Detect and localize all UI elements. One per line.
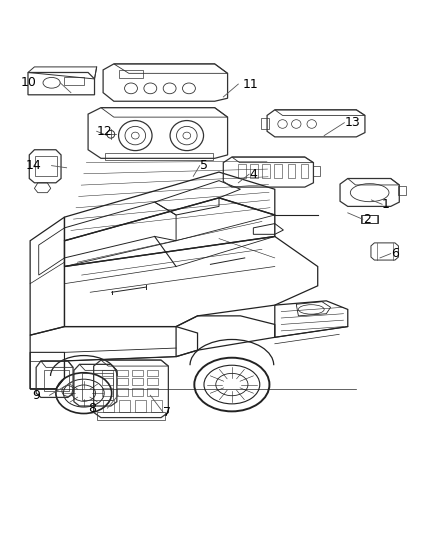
Text: 14: 14 bbox=[26, 159, 42, 172]
Text: 12: 12 bbox=[97, 125, 113, 138]
Bar bbox=[117, 387, 128, 396]
Bar bbox=[102, 378, 113, 384]
Bar bbox=[64, 77, 84, 85]
Bar bbox=[300, 164, 308, 178]
Bar bbox=[261, 118, 269, 129]
Bar bbox=[151, 400, 162, 413]
Bar bbox=[35, 156, 57, 176]
Bar bbox=[132, 369, 144, 376]
Text: 9: 9 bbox=[32, 389, 40, 402]
Bar bbox=[262, 164, 270, 178]
Text: 6: 6 bbox=[391, 247, 399, 260]
Bar bbox=[132, 387, 144, 396]
Bar bbox=[105, 153, 212, 160]
Text: 5: 5 bbox=[200, 159, 208, 172]
Bar bbox=[44, 370, 69, 391]
Text: 2: 2 bbox=[363, 213, 371, 226]
Text: 11: 11 bbox=[243, 78, 258, 91]
Bar bbox=[120, 70, 143, 78]
Bar bbox=[147, 378, 158, 384]
Text: 8: 8 bbox=[88, 402, 96, 415]
Bar bbox=[117, 369, 128, 376]
Bar bbox=[147, 387, 158, 396]
Bar bbox=[135, 400, 146, 413]
Text: 7: 7 bbox=[163, 406, 171, 419]
Bar bbox=[147, 369, 158, 376]
Bar bbox=[102, 387, 113, 396]
Bar bbox=[117, 378, 128, 384]
Bar bbox=[81, 373, 113, 400]
Bar bbox=[102, 369, 113, 376]
Bar bbox=[399, 186, 406, 195]
Text: 13: 13 bbox=[344, 116, 360, 129]
Bar bbox=[250, 164, 258, 178]
Bar bbox=[97, 413, 166, 420]
Bar bbox=[274, 164, 282, 178]
Text: 10: 10 bbox=[21, 76, 36, 90]
Bar bbox=[132, 378, 144, 384]
Bar bbox=[288, 164, 295, 178]
Bar bbox=[103, 400, 114, 413]
Bar bbox=[360, 215, 378, 223]
Bar bbox=[120, 400, 130, 413]
Bar bbox=[238, 164, 246, 178]
Text: 4: 4 bbox=[249, 168, 257, 181]
Bar bbox=[313, 166, 320, 176]
Text: 1: 1 bbox=[382, 198, 390, 211]
